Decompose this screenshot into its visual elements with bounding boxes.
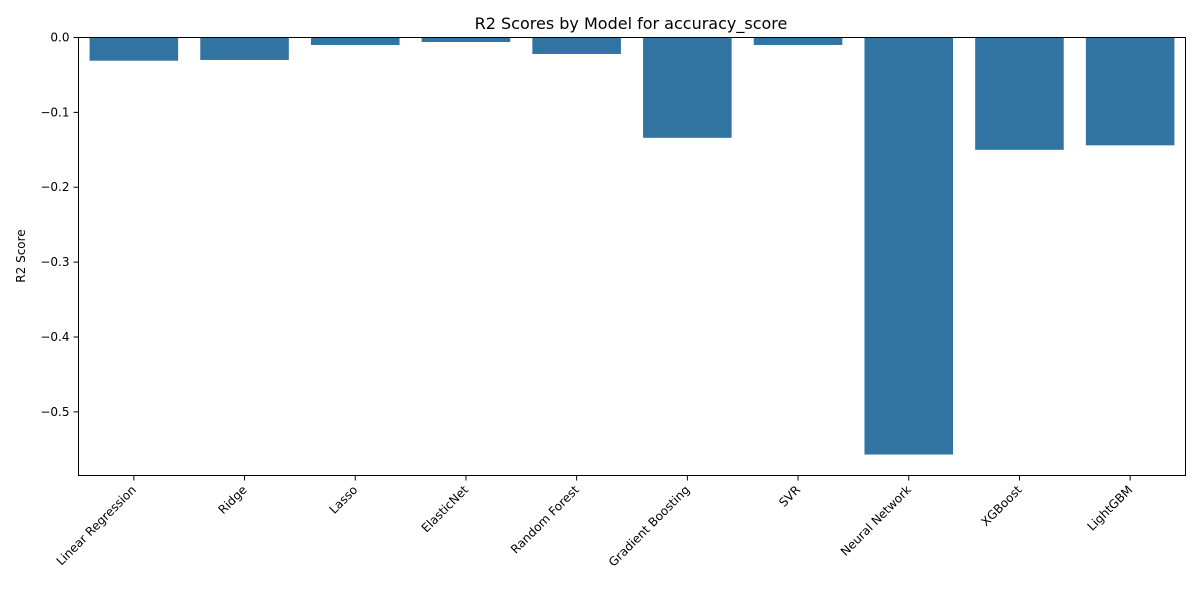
x-tick-label: Neural Network: [838, 483, 914, 559]
y-ticks-layer: 0.0 −0.1 −0.2 −0.3 −0.4 −0.5: [40, 31, 79, 419]
bar-elasticnet: [421, 37, 511, 42]
x-ticks-layer: Linear Regression Ridge Lasso ElasticNet Ran…: [54, 475, 1135, 570]
y-tick-label: −0.2: [40, 180, 69, 194]
y-axis-label: R2 Score: [14, 229, 28, 282]
y-tick-label: −0.4: [40, 330, 69, 344]
bar-xgboost: [975, 37, 1064, 150]
x-tick-label: ElasticNet: [419, 483, 472, 536]
x-tick-label: Gradient Boosting: [606, 483, 693, 570]
bar-random-forest: [532, 37, 621, 54]
x-tick-label: XGBoost: [978, 483, 1024, 529]
bar-lightgbm: [1085, 37, 1175, 146]
x-tick-label: Ridge: [216, 483, 250, 517]
chart-title: R2 Scores by Model for accuracy_score: [475, 14, 788, 34]
plot-frame: [78, 37, 1186, 476]
bar-neural-network: [864, 37, 954, 455]
bars-layer: [89, 37, 1175, 455]
y-tick-label: −0.3: [40, 255, 69, 269]
x-tick-label: Random Forest: [508, 483, 582, 557]
y-tick-label: −0.1: [40, 105, 69, 119]
y-tick-label: 0.0: [50, 31, 69, 45]
bar-svr: [753, 37, 843, 45]
x-tick-label: Lasso: [327, 483, 361, 517]
x-tick-label: LightGBM: [1084, 483, 1135, 534]
bar-lasso: [310, 37, 400, 45]
bar-linear-regression: [89, 37, 179, 61]
bar-ridge: [200, 37, 289, 60]
x-tick-label: SVR: [776, 483, 803, 510]
y-tick-label: −0.5: [40, 405, 69, 419]
x-tick-label: Linear Regression: [54, 483, 139, 568]
bar-gradient-boosting: [643, 37, 732, 138]
